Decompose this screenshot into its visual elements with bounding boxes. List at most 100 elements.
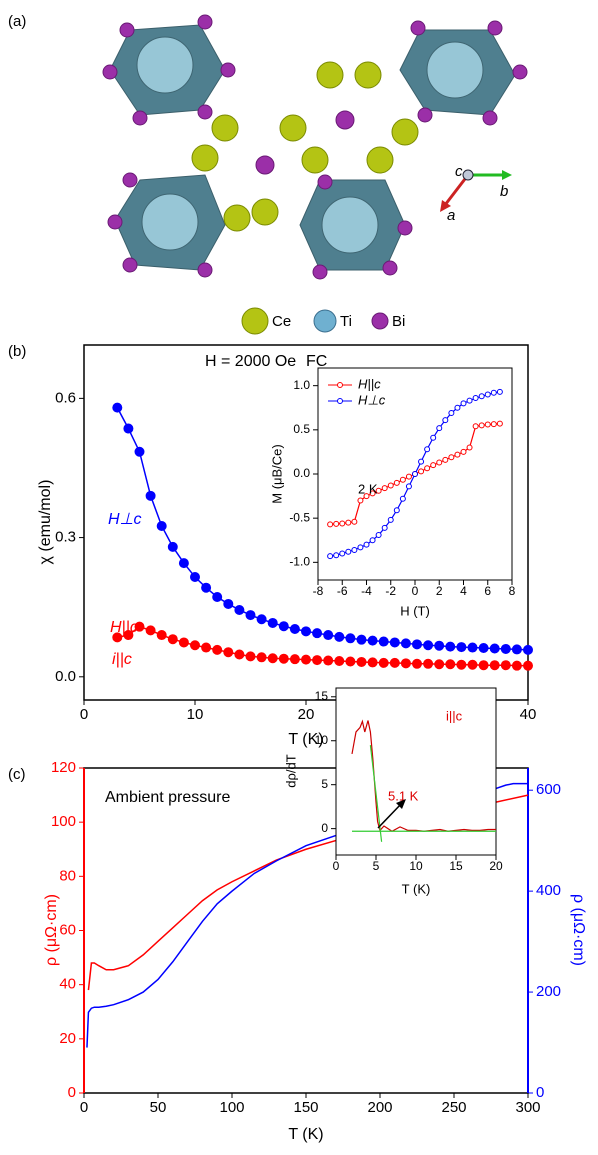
y-tick-label: 1.0 [293, 378, 310, 392]
data-point [346, 520, 351, 525]
data-point [467, 445, 472, 450]
data-point [257, 615, 266, 624]
data-point [382, 525, 387, 530]
y-axis-label: ρ (μΩ·cm) [43, 894, 60, 966]
data-point [213, 645, 222, 654]
y2-tick-label: 0 [536, 1084, 544, 1101]
data-point [485, 422, 490, 427]
data-point [352, 547, 357, 552]
data-point [113, 403, 122, 412]
data-point [346, 549, 351, 554]
data-point [279, 622, 288, 631]
data-point [335, 657, 344, 666]
data-point [479, 423, 484, 428]
data-point [324, 656, 333, 665]
data-point [179, 559, 188, 568]
data-point [328, 522, 333, 527]
x-tick-label: 0 [333, 859, 340, 873]
y-axis-label: dρ/dT [283, 754, 298, 787]
atom-legend: Ce Ti Bi [242, 308, 405, 334]
data-point [246, 652, 255, 661]
data-point [157, 631, 166, 640]
x-tick-label: 150 [293, 1099, 318, 1116]
data-point [419, 469, 424, 474]
y-tick-label: 60 [59, 921, 76, 938]
x-tick-label: 0 [80, 1099, 88, 1116]
y-tick-label: -0.5 [289, 510, 310, 524]
data-point [124, 424, 133, 433]
data-point [400, 496, 405, 501]
series-label: i||c [112, 651, 132, 668]
data-point [157, 521, 166, 530]
legend-label: H||c [358, 376, 381, 391]
data-point [302, 627, 311, 636]
data-point [313, 629, 322, 638]
data-point [146, 491, 155, 500]
structure-panel: (a) [8, 13, 527, 334]
data-point [406, 474, 411, 479]
data-point [290, 625, 299, 634]
data-point [468, 660, 477, 669]
data-point [449, 411, 454, 416]
data-point [340, 521, 345, 526]
data-point [413, 640, 422, 649]
data-point [224, 599, 233, 608]
figure: (a) [0, 0, 598, 1155]
series-line [117, 627, 528, 666]
data-point [235, 605, 244, 614]
data-point [491, 390, 496, 395]
data-point [388, 483, 393, 488]
y-axis-label: M (μB/Ce) [269, 444, 284, 504]
annotation: H = 2000 Oe [205, 353, 296, 370]
data-point [379, 637, 388, 646]
x-tick-label: 8 [509, 584, 516, 598]
y-tick-label: 0.5 [293, 422, 310, 436]
legend-label: H⊥c [358, 392, 386, 407]
data-point [490, 644, 499, 653]
data-point [455, 405, 460, 410]
data-point [179, 638, 188, 647]
y-tick-label: 20 [59, 1030, 76, 1047]
data-point [437, 460, 442, 465]
axis-triad: c b a [440, 163, 512, 224]
data-point [191, 641, 200, 650]
y2-tick-label: 400 [536, 882, 561, 899]
data-point [382, 486, 387, 491]
data-point [168, 542, 177, 551]
x-axis-label: T (K) [288, 1126, 323, 1143]
x-tick-label: 300 [515, 1099, 540, 1116]
data-point [443, 457, 448, 462]
panel-label: (a) [8, 13, 26, 30]
x-tick-label: 20 [298, 706, 315, 723]
data-point [202, 643, 211, 652]
data-point [461, 401, 466, 406]
data-point [479, 644, 488, 653]
data-point [473, 424, 478, 429]
y-tick-label: 0.6 [55, 389, 76, 406]
axis-label: b [500, 183, 508, 200]
data-point [268, 618, 277, 627]
data-point [413, 472, 418, 477]
x-tick-label: -4 [361, 584, 372, 598]
data-point [191, 573, 200, 582]
legend-label: Bi [392, 313, 405, 330]
series-label: H⊥c [108, 511, 142, 528]
x-axis-label: T (K) [402, 881, 431, 896]
data-point [491, 422, 496, 427]
series-label: H||c [110, 619, 138, 636]
data-point [257, 653, 266, 662]
y2-tick-label: 600 [536, 781, 561, 798]
data-point [364, 542, 369, 547]
y-tick-label: 0.0 [55, 668, 76, 685]
y-tick-label: 120 [51, 759, 76, 776]
crystal-drawing [103, 15, 527, 279]
y-tick-label: 0 [68, 1084, 76, 1101]
data-point [457, 660, 466, 669]
x-tick-label: 250 [441, 1099, 466, 1116]
charts: 0102030400.00.30.6T (K)χ (emu/mol)(b)H⊥c… [8, 343, 587, 1143]
data-point [135, 447, 144, 456]
data-point [346, 657, 355, 666]
data-point [235, 650, 244, 659]
x-tick-label: 20 [489, 859, 503, 873]
data-point [479, 394, 484, 399]
